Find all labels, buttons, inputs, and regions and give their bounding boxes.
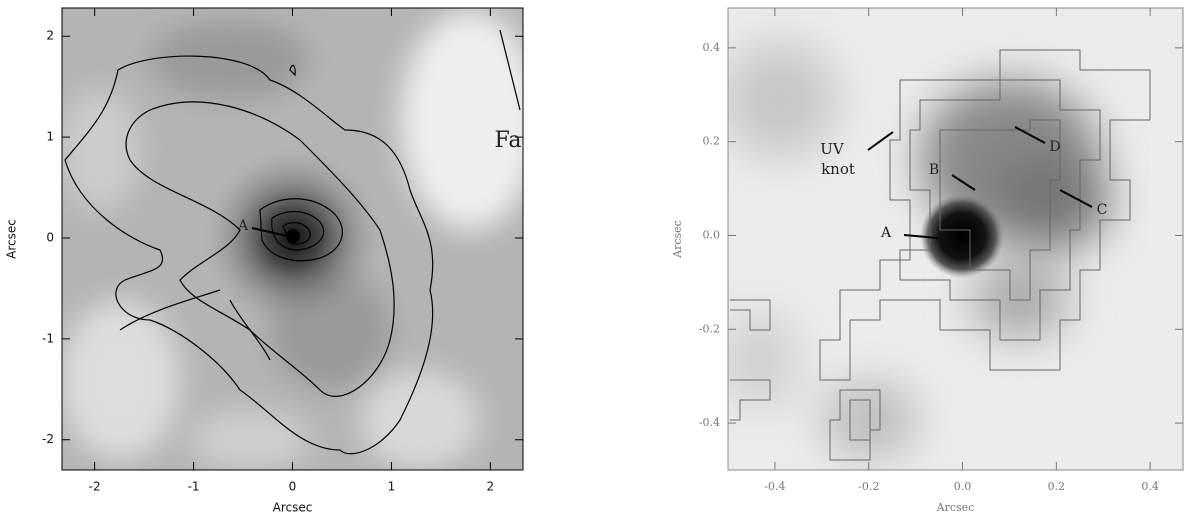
y-tick-label: 0.4	[703, 41, 721, 54]
y-tick-label: 2	[46, 29, 54, 43]
annotation: D	[1049, 139, 1060, 155]
annotation-pointer	[1059, 189, 1093, 208]
image-right	[728, 8, 1183, 470]
y-tick-label: -1	[42, 331, 54, 345]
x-tick-label: -2	[89, 480, 101, 494]
annotation: knot	[821, 160, 855, 178]
x-tick-label: 0	[289, 480, 297, 494]
annotation: Fa	[495, 128, 522, 153]
y-tick-label: -2	[42, 432, 54, 446]
y-tick-label: -0.4	[699, 416, 720, 429]
x-axis-label: Arcsec	[936, 501, 975, 514]
x-tick-label: 0.4	[1141, 480, 1159, 493]
x-tick-label: -1	[188, 480, 200, 494]
x-tick-label: 0.2	[1048, 480, 1066, 493]
annotation-pointer	[1014, 126, 1046, 144]
y-axis-label: Arcsec	[671, 220, 684, 259]
x-tick-label: 1	[388, 480, 396, 494]
annotation: A	[237, 218, 249, 234]
annotation: C	[1097, 202, 1108, 218]
x-axis-label: Arcsec	[273, 501, 313, 515]
annotation: A	[880, 225, 892, 241]
y-tick-label: -0.2	[699, 322, 720, 335]
y-axis-label: Arcsec	[5, 219, 19, 259]
frame	[727, 7, 1184, 471]
x-tick-label: -0.4	[764, 480, 785, 493]
image-left	[62, 8, 523, 470]
annotation: B	[929, 162, 939, 178]
panel-left: -2 -1 0 1 2 -2 -1 0 1 2 Arcsec Arcsec A Fa	[5, 7, 524, 515]
x-tick-label: -0.2	[858, 480, 879, 493]
panel-right: -0.4 -0.2 0.0 0.2 0.4 -0.4 -0.2 0.0 0.2 0.4 Arcsec…	[671, 7, 1184, 514]
y-tick-label: 1	[46, 130, 54, 144]
y-tick-label: 0.2	[703, 135, 721, 148]
annotation-pointer	[903, 234, 939, 239]
y-tick-label: 0.0	[703, 228, 721, 241]
annotation-pointer	[251, 227, 288, 237]
annotation-pointer	[951, 174, 976, 191]
annotation-pointer	[867, 131, 894, 151]
y-tick-label: 0	[46, 230, 54, 244]
annotation: UV	[820, 140, 845, 158]
x-tick-label: 0.0	[954, 480, 972, 493]
x-tick-label: 2	[487, 480, 495, 494]
